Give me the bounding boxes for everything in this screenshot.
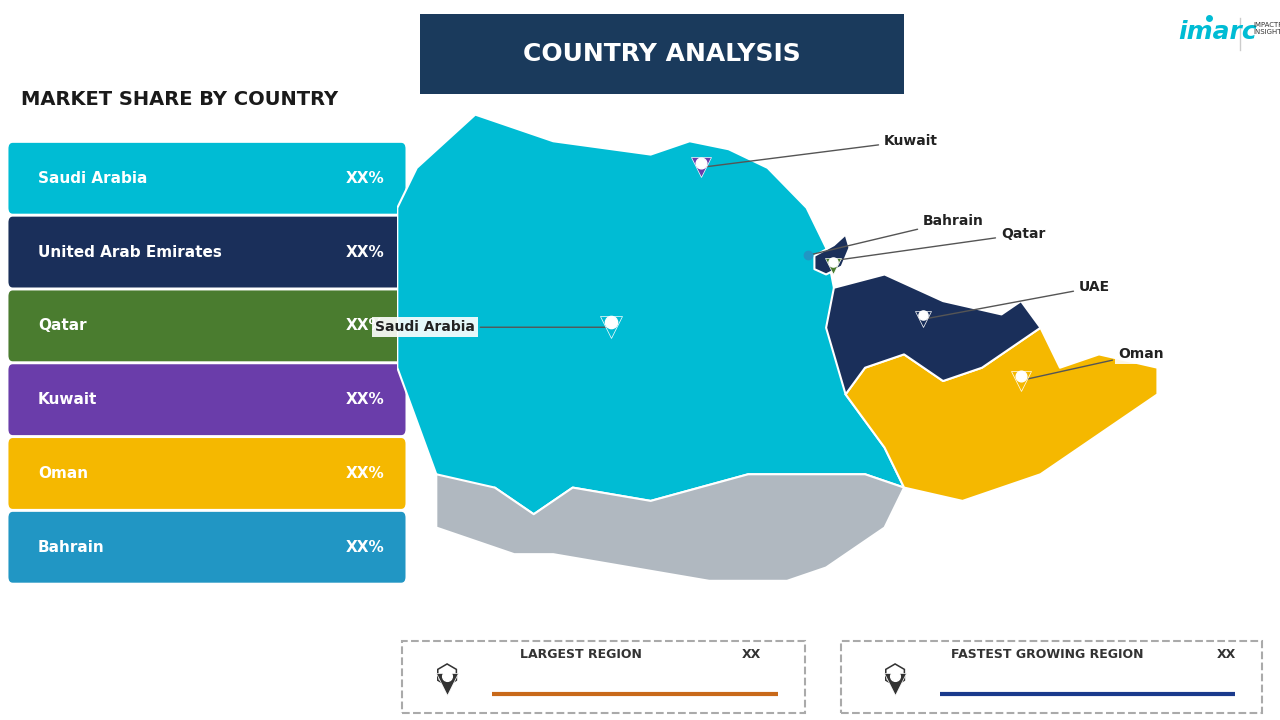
FancyBboxPatch shape (9, 512, 406, 582)
Text: UAE: UAE (925, 280, 1110, 319)
FancyBboxPatch shape (9, 364, 406, 435)
Text: COUNTRY ANALYSIS: COUNTRY ANALYSIS (524, 42, 800, 66)
Text: United Arab Emirates: United Arab Emirates (38, 245, 221, 260)
Text: Kuwait: Kuwait (704, 134, 938, 167)
Text: XX%: XX% (346, 245, 384, 260)
Text: Oman: Oman (1023, 347, 1164, 380)
FancyBboxPatch shape (420, 14, 904, 94)
Text: Qatar: Qatar (38, 318, 87, 333)
Text: Bahrain: Bahrain (38, 540, 105, 555)
FancyBboxPatch shape (841, 642, 1262, 714)
Text: XX%: XX% (346, 540, 384, 555)
Text: Saudi Arabia: Saudi Arabia (375, 320, 608, 334)
Text: imarc: imarc (1178, 20, 1257, 45)
Text: Saudi Arabia: Saudi Arabia (38, 171, 147, 186)
FancyBboxPatch shape (9, 290, 406, 361)
Text: ⬡: ⬡ (435, 663, 458, 691)
Text: Qatar: Qatar (836, 227, 1046, 260)
Text: XX%: XX% (346, 318, 384, 333)
FancyBboxPatch shape (9, 438, 406, 509)
Text: XX%: XX% (346, 466, 384, 481)
Text: Oman: Oman (38, 466, 88, 481)
Text: XX%: XX% (346, 171, 384, 186)
FancyBboxPatch shape (9, 217, 406, 287)
Text: MARKET SHARE BY COUNTRY: MARKET SHARE BY COUNTRY (22, 90, 338, 109)
Text: XX%: XX% (346, 392, 384, 408)
Text: LARGEST REGION: LARGEST REGION (520, 648, 643, 661)
Text: XX: XX (741, 648, 762, 661)
Text: FASTEST GROWING REGION: FASTEST GROWING REGION (951, 648, 1143, 661)
Text: Kuwait: Kuwait (38, 392, 97, 408)
FancyBboxPatch shape (402, 642, 805, 714)
Text: XX: XX (1216, 648, 1236, 661)
Text: Bahrain: Bahrain (810, 214, 984, 255)
FancyBboxPatch shape (9, 143, 406, 214)
Text: IMPACTFUL
INSIGHTS: IMPACTFUL INSIGHTS (1253, 22, 1280, 35)
Text: ⬡: ⬡ (883, 663, 906, 691)
